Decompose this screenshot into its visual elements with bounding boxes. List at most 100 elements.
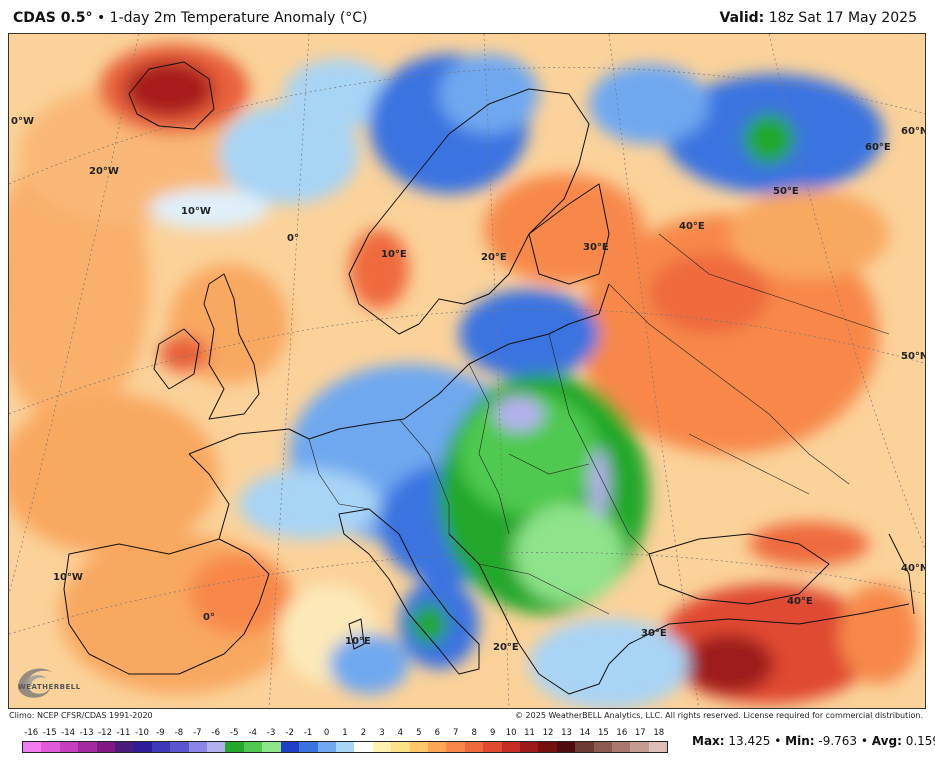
colorbar-swatch — [335, 742, 355, 752]
colorbar-swatch — [556, 742, 576, 752]
colorbar-swatch — [299, 742, 318, 752]
colorbar-tick: -1 — [303, 728, 313, 738]
weatherbell-logo — [18, 668, 52, 698]
colorbar-tick: 8 — [471, 728, 477, 738]
colorbar-tick: -13 — [79, 728, 94, 738]
lon-label: 40°E — [787, 596, 813, 607]
min-label: Min: — [785, 734, 815, 748]
colorbar-tick: 7 — [453, 728, 459, 738]
colorbar-tick: -10 — [135, 728, 149, 738]
colorbar-swatch — [575, 742, 594, 752]
colorbar-swatch — [593, 742, 612, 752]
colorbar-swatch — [483, 742, 502, 752]
colorbar-swatch — [188, 742, 208, 752]
colorbar-tick: -14 — [61, 728, 76, 738]
lat-label: 60°N — [901, 126, 926, 137]
lon-label: 30°E — [583, 242, 609, 253]
colorbar-tick: 10 — [505, 728, 517, 738]
colorbar-tick: -5 — [230, 728, 239, 738]
lon-label: 10°E — [381, 249, 407, 260]
copyright-note: © 2025 WeatherBELL Analytics, LLC. All r… — [515, 711, 923, 720]
colorbar-swatch — [78, 742, 97, 752]
colorbar-swatch — [23, 742, 42, 752]
colorbar-tick: 6 — [434, 728, 440, 738]
colorbar-swatch — [409, 742, 428, 752]
header: CDAS 0.5° • 1-day 2m Temperature Anomaly… — [0, 0, 935, 32]
lon-label: 40°E — [679, 221, 705, 232]
colorbar-swatch — [133, 742, 152, 752]
colorbar-swatch — [501, 742, 520, 752]
colorbar-swatch — [151, 742, 171, 752]
colorbar-swatch — [280, 742, 300, 752]
colorbar-tick: 17 — [634, 728, 646, 738]
logo-text: WEATHERBELL — [18, 683, 81, 691]
colorbar-tick: 11 — [524, 728, 535, 738]
title-separator: • — [96, 10, 106, 26]
colorbar-swatch — [115, 742, 134, 752]
graticule — [9, 34, 925, 708]
colorbar-swatch — [612, 742, 631, 752]
lon-label: 50°E — [773, 186, 799, 197]
colorbar-swatch — [96, 742, 116, 752]
colorbar-tick: -11 — [116, 728, 131, 738]
valid-time: Valid: 18z Sat 17 May 2025 — [720, 10, 918, 26]
colorbar-tick: 9 — [489, 728, 496, 738]
map-canvas: 0°W 20°W 10°W 0° 10°E 20°E 30°E 40°E 50°… — [9, 34, 926, 708]
stats-separator: • — [860, 734, 868, 748]
colorbar-swatch — [464, 742, 484, 752]
colorbar-swatch — [630, 742, 649, 752]
colorbar-tick: 18 — [653, 728, 665, 738]
lon-label: 0° — [287, 233, 299, 244]
colorbar: -16 -15 -14 -13 -12 -11 -10 -9 -8 -7 -6 -5 -4 -3 -2 -1 0… — [22, 728, 668, 758]
colorbar-swatch — [446, 742, 465, 752]
max-label: Max: — [692, 734, 725, 748]
colorbar-swatch — [519, 742, 539, 752]
colorbar-tick: -7 — [193, 728, 202, 738]
colorbar-swatch — [648, 742, 668, 752]
coastlines — [63, 61, 915, 695]
colorbar-tick: -9 — [156, 728, 165, 738]
colorbar-swatch — [207, 742, 226, 752]
lon-label: 0° — [203, 612, 215, 623]
colorbar-swatch — [372, 742, 392, 752]
lon-label: 20°E — [493, 642, 519, 653]
lon-label: 10°E — [345, 636, 371, 647]
colorbar-tick: -6 — [211, 728, 221, 738]
lat-label: 50°N — [901, 351, 926, 362]
colorbar-tick: 14 — [579, 728, 591, 738]
colorbar-swatch — [317, 742, 336, 752]
colorbar-tick: -2 — [285, 728, 294, 738]
chart-title: CDAS 0.5° • 1-day 2m Temperature Anomaly… — [13, 10, 368, 26]
colorbar-swatch — [538, 742, 557, 752]
colorbar-swatch — [262, 742, 281, 752]
colorbar-swatch — [41, 742, 60, 752]
valid-label: Valid: — [719, 10, 765, 26]
lon-label: 20°E — [481, 252, 507, 263]
colorbar-tick: 16 — [616, 728, 628, 738]
colorbar-swatch — [354, 742, 373, 752]
lon-label: 10°W — [181, 206, 211, 217]
avg-label: Avg: — [871, 734, 902, 748]
lon-label: 30°E — [641, 628, 667, 639]
lon-label: 60°E — [865, 142, 891, 153]
colorbar-tick: 1 — [342, 728, 348, 738]
colorbar-tick: 4 — [397, 728, 404, 738]
colorbar-tick: 2 — [360, 728, 367, 738]
colorbar-swatches — [22, 741, 668, 753]
colorbar-swatch — [225, 742, 244, 752]
geo-labels: 0°W 20°W 10°W 0° 10°E 20°E 30°E 40°E 50°… — [11, 116, 926, 653]
product-name: 1-day 2m Temperature Anomaly (°C) — [109, 10, 368, 26]
borders — [308, 233, 890, 615]
field-stats: Max: 13.425 • Min: -9.763 • Avg: 0.159 — [692, 734, 935, 748]
colorbar-swatch — [170, 742, 189, 752]
colorbar-swatch — [243, 742, 263, 752]
lon-label: 20°W — [89, 166, 119, 177]
climo-note: Climo: NCEP CFSR/CDAS 1991-2020 — [9, 711, 153, 720]
colorbar-swatch — [427, 742, 447, 752]
colorbar-labels: -16 -15 -14 -13 -12 -11 -10 -9 -8 -7 -6 -5 -4 -3 -2 -1 0… — [22, 728, 668, 740]
colorbar-swatch — [391, 742, 410, 752]
min-value: -9.763 — [818, 734, 858, 748]
lon-label: 0°W — [11, 116, 34, 127]
lat-label: 40°N — [901, 563, 926, 574]
colorbar-tick: 3 — [379, 728, 385, 738]
